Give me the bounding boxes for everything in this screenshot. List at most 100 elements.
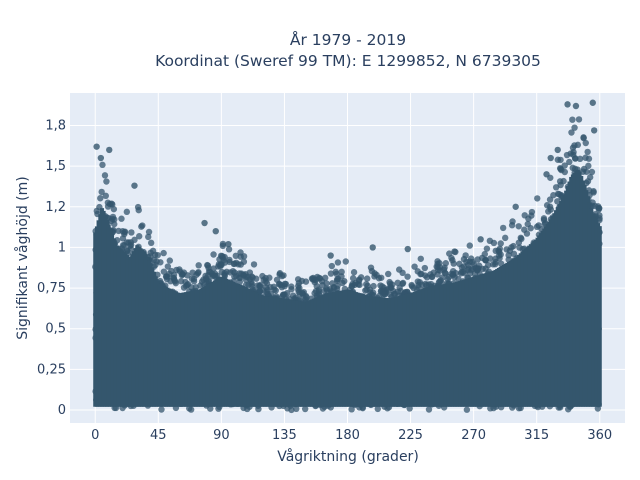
data-point: [333, 276, 341, 283]
data-point: [557, 181, 564, 189]
data-point: [188, 275, 196, 282]
data-point: [118, 215, 125, 222]
data-point: [172, 279, 179, 287]
data-point: [385, 270, 392, 278]
data-point: [342, 258, 349, 265]
data-point: [471, 270, 479, 278]
data-point-outlier: [131, 182, 138, 189]
data-point: [510, 242, 517, 250]
data-point: [417, 255, 424, 262]
data-point: [136, 233, 143, 240]
data-point: [525, 215, 532, 222]
data-point: [257, 281, 264, 289]
data-point: [588, 168, 596, 176]
data-point-outlier: [369, 244, 376, 251]
data-point: [515, 239, 523, 246]
data-point: [595, 205, 603, 212]
data-point: [566, 158, 573, 166]
data-point-outlier: [477, 236, 484, 243]
data-point: [363, 281, 370, 288]
y-tick-label: 1,5: [45, 159, 66, 174]
data-point: [554, 198, 561, 205]
x-tick-label: 360: [587, 428, 612, 443]
data-point: [119, 235, 127, 242]
data-point: [483, 245, 491, 252]
data-point: [584, 148, 591, 156]
data-point: [406, 405, 413, 412]
data-point: [158, 406, 165, 413]
data-point: [259, 272, 266, 280]
data-point: [231, 260, 238, 267]
data-point: [495, 252, 503, 259]
data-point: [594, 405, 602, 412]
data-point: [103, 178, 110, 185]
data-point: [338, 268, 345, 276]
data-point: [415, 284, 422, 291]
data-point: [207, 405, 214, 412]
data-point: [217, 261, 225, 268]
data-point: [244, 273, 252, 281]
data-point: [215, 405, 222, 412]
data-point: [177, 278, 185, 285]
chart-title-line2: Koordinat (Sweref 99 TM): E 1299852, N 6…: [155, 52, 541, 70]
data-point-outlier: [572, 102, 580, 110]
data-point: [534, 195, 541, 202]
data-point: [440, 266, 448, 273]
data-point: [93, 207, 100, 215]
data-point: [341, 277, 348, 285]
data-point: [311, 276, 318, 284]
data-point: [449, 257, 456, 264]
data-point: [408, 281, 415, 289]
data-point: [263, 280, 271, 287]
data-point: [121, 242, 128, 249]
y-tick-label: 1: [58, 240, 66, 255]
data-point: [436, 278, 443, 285]
data-point: [288, 283, 295, 290]
data-point-outlier: [404, 245, 411, 253]
data-point: [334, 259, 342, 266]
data-point: [135, 206, 142, 214]
data-point: [154, 251, 161, 259]
data-point: [101, 172, 109, 179]
data-point: [396, 284, 403, 292]
data-point: [176, 266, 183, 273]
data-point: [411, 263, 418, 270]
data-point: [195, 262, 202, 269]
y-tick-label: 1,8: [45, 119, 66, 134]
data-point-outlier: [212, 227, 219, 235]
data-point: [329, 280, 336, 287]
data-point: [203, 275, 210, 282]
data-points: [92, 99, 603, 414]
data-point: [186, 405, 193, 412]
data-point: [298, 277, 306, 285]
y-tick-label: 1,2: [45, 200, 66, 215]
data-point: [367, 264, 375, 271]
y-tick-label: 0,25: [37, 362, 66, 377]
data-point: [280, 291, 287, 298]
data-point: [414, 268, 421, 275]
data-point: [278, 272, 286, 280]
data-point: [147, 239, 155, 247]
data-point-outlier: [554, 146, 561, 154]
data-point-outlier: [512, 203, 519, 210]
data-point: [145, 233, 152, 241]
data-point: [571, 142, 578, 149]
data-point: [449, 271, 457, 278]
data-point: [528, 208, 536, 216]
data-point: [371, 273, 378, 280]
data-point: [301, 405, 309, 413]
data-point: [121, 229, 128, 236]
data-point: [497, 240, 504, 247]
data-point: [238, 270, 245, 277]
data-point: [166, 257, 174, 264]
data-point: [582, 139, 589, 147]
data-point: [111, 220, 118, 228]
data-point: [139, 222, 146, 229]
data-point-outlier: [201, 219, 208, 227]
data-point-outlier: [589, 99, 596, 106]
data-point: [463, 406, 471, 413]
data-point: [170, 271, 178, 279]
x-tick-label: 135: [272, 428, 297, 443]
data-point-outlier: [543, 171, 550, 178]
data-point: [160, 249, 167, 257]
